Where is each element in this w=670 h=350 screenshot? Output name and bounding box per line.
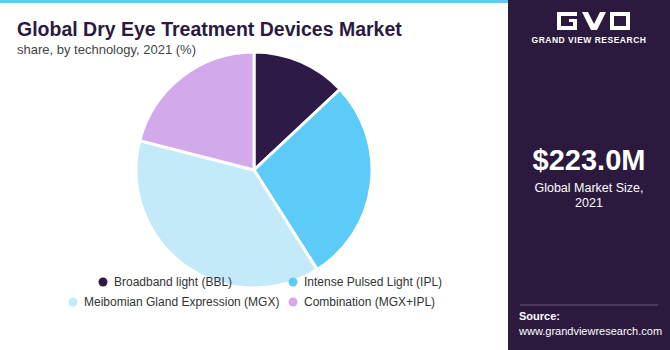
- source-url: www.grandviewresearch.com: [518, 325, 662, 337]
- title: Global Dry Eye Treatment Devices Market: [17, 18, 402, 40]
- legend-swatch: [289, 298, 298, 307]
- logo-g: [557, 12, 577, 30]
- legend-label: Combination (MGX+IPL): [304, 295, 435, 309]
- market-size-caption: 2021: [575, 196, 603, 210]
- market-size: $223.0M: [533, 144, 646, 176]
- legend-label: Broadband light (BBL): [114, 275, 232, 289]
- slice: [140, 52, 254, 170]
- legend-label: Meibomian Gland Expression (MGX): [84, 295, 279, 309]
- brand: GRAND VIEW RESEARCH: [532, 35, 647, 45]
- legend-swatch: [289, 278, 298, 287]
- logo: GRAND VIEW RESEARCH: [532, 12, 647, 45]
- logo-r: [610, 12, 630, 30]
- legend: Broadband light (BBL) Intense Pulsed Ligh…: [69, 275, 443, 309]
- logo-v: [582, 12, 606, 30]
- separator: [520, 305, 658, 306]
- chart: Global Dry Eye Treatment Devices Market s…: [0, 0, 670, 350]
- pie: [136, 52, 372, 288]
- subtitle: share, by technology, 2021 (%): [17, 42, 196, 57]
- market-size-caption: Global Market Size,: [534, 181, 643, 195]
- source-label: Source:: [519, 310, 560, 322]
- legend-label: Intense Pulsed Light (IPL): [304, 275, 442, 289]
- legend-swatch: [69, 298, 78, 307]
- legend-swatch: [99, 278, 108, 287]
- page: Global Dry Eye Treatment Devices Market s…: [0, 0, 670, 350]
- background: [0, 0, 670, 350]
- side-panel: [508, 0, 670, 350]
